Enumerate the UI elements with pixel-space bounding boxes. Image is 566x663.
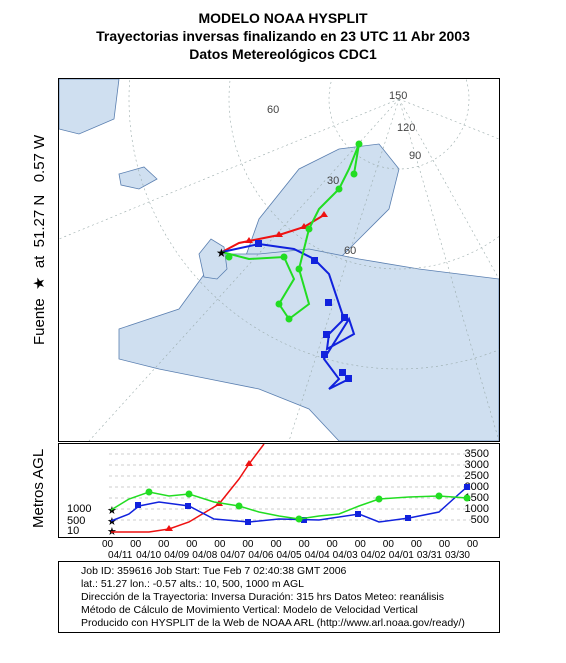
altitude-panel: 3500 3000 2500 2000 1500 1000 500 1000 5…	[58, 443, 500, 538]
source-star-icon: ★	[216, 246, 227, 260]
altitude-left-ticks: 1000 500 10	[67, 503, 91, 537]
time-bottom-label: 03/31	[416, 550, 442, 561]
altitude-axis-label: Metros AGL	[30, 448, 47, 528]
altitude-blue-markers	[135, 484, 470, 525]
left-tick-10: 10	[67, 525, 79, 537]
title-line-3: Datos Metereológicos CDC1	[189, 46, 377, 62]
footer-line-5: Producido con HYSPLIT de la Web de NOAA …	[81, 617, 465, 629]
footer-line-2: lat.: 51.27 lon.: -0.57 alts.: 10, 500, …	[81, 578, 304, 590]
time-top-label: 00	[354, 539, 366, 550]
source-text: Fuente ★ at 51.27 N 0.57 W	[31, 134, 48, 345]
altitude-svg: 3500 3000 2500 2000 1500 1000 500 1000 5…	[67, 443, 489, 538]
time-top-label: 00	[298, 539, 310, 550]
trajectory-green-markers	[225, 140, 363, 323]
footer-line-4: Método de Cálculo de Movimiento Vertical…	[81, 604, 418, 616]
right-tick-3000: 3000	[465, 459, 489, 471]
lon-label-120: 120	[397, 122, 415, 134]
time-top-row: 00 00 00 00 00 00 00 00 00 00 00 00 00 00	[58, 539, 500, 550]
time-bottom-label: 04/02	[360, 550, 386, 561]
time-top-label: 00	[382, 539, 394, 550]
time-top-label: 00	[270, 539, 282, 550]
map-land-iceland	[118, 166, 158, 190]
left-tick-500: 500	[67, 515, 85, 527]
time-bottom-label: 04/10	[136, 550, 162, 561]
altitude-blue	[110, 486, 468, 523]
map-panel: 60 30 150 120 90 60 ★	[58, 0, 566, 442]
job-info-box: Job ID: 359616 Job Start: Tue Feb 7 02:4…	[58, 561, 500, 633]
time-bottom-label: 04/06	[248, 550, 274, 561]
lat-label-60b: 60	[344, 245, 356, 257]
footer-line-3: Dirección de la Trayectoria: Inversa Dur…	[81, 591, 444, 603]
right-tick-3500: 3500	[465, 448, 489, 460]
altitude-right-ticks: 3500 3000 2500 2000 1500 1000 500	[465, 448, 489, 526]
altitude-gridlines	[109, 453, 474, 521]
left-tick-1000: 1000	[67, 503, 91, 515]
star-500-icon: ★	[107, 516, 117, 528]
altitude-red	[111, 443, 265, 533]
time-top-label: 00	[242, 539, 254, 550]
graticule	[58, 0, 566, 442]
time-bottom-label: 04/03	[332, 550, 358, 561]
source-location-label: Fuente ★ at 51.27 N 0.57 W	[30, 135, 48, 345]
trajectory-blue-markers	[255, 240, 352, 382]
right-tick-500: 500	[471, 514, 489, 526]
right-tick-2500: 2500	[465, 470, 489, 482]
time-top-label: 00	[438, 539, 451, 550]
time-top-label: 00	[102, 539, 114, 550]
time-top-label: 00	[410, 539, 422, 550]
map-land-uk	[198, 238, 228, 280]
map-land-europe	[118, 248, 500, 442]
time-top-label: 00	[130, 539, 142, 550]
time-bottom-label: 03/30	[444, 550, 470, 561]
altitude-green-markers	[145, 488, 471, 523]
star-1000-icon: ★	[107, 505, 117, 517]
time-bottom-label: 04/08	[192, 550, 218, 561]
map-land-greenland	[58, 78, 120, 135]
time-axis: 00 00 00 00 00 00 00 00 00 00 00 00 00 00 04/11 04/10 0…	[58, 539, 500, 561]
time-bottom-label: 04/01	[388, 550, 414, 561]
time-bottom-label: 04/11	[108, 550, 133, 561]
time-bottom-row: 04/11 04/10 04/09 04/08 04/07 04/06 04/05 04/04…	[58, 550, 500, 561]
lon-label-90: 90	[409, 150, 421, 162]
time-bottom-label: 04/07	[220, 550, 246, 561]
time-top-label: 00	[158, 539, 170, 550]
right-tick-1500: 1500	[465, 492, 489, 504]
time-top-label: 00	[214, 539, 226, 550]
right-tick-2000: 2000	[465, 481, 489, 493]
time-bottom-label: 04/04	[304, 550, 330, 561]
time-top-label: 00	[186, 539, 198, 550]
right-tick-1000: 1000	[465, 503, 489, 515]
title-line-1: MODELO NOAA HYSPLIT	[198, 10, 368, 26]
trajectory-green	[221, 143, 360, 321]
altitude-green	[110, 491, 468, 520]
time-bottom-label: 04/05	[276, 550, 302, 561]
map-svg: 60 30 150 120 90 60 ★	[58, 0, 566, 442]
title-line-2: Trayectorias inversas finalizando en 23 …	[96, 28, 470, 44]
footer-line-1: Job ID: 359616 Job Start: Tue Feb 7 02:4…	[81, 565, 347, 577]
time-top-label: 00	[326, 539, 338, 550]
lon-label-150: 150	[389, 90, 407, 102]
lon-label-30: 30	[327, 175, 339, 187]
lat-label-60a: 60	[267, 104, 279, 116]
time-top-label: 00	[467, 539, 479, 550]
time-bottom-label: 04/09	[164, 550, 190, 561]
trajectory-red	[221, 214, 325, 253]
